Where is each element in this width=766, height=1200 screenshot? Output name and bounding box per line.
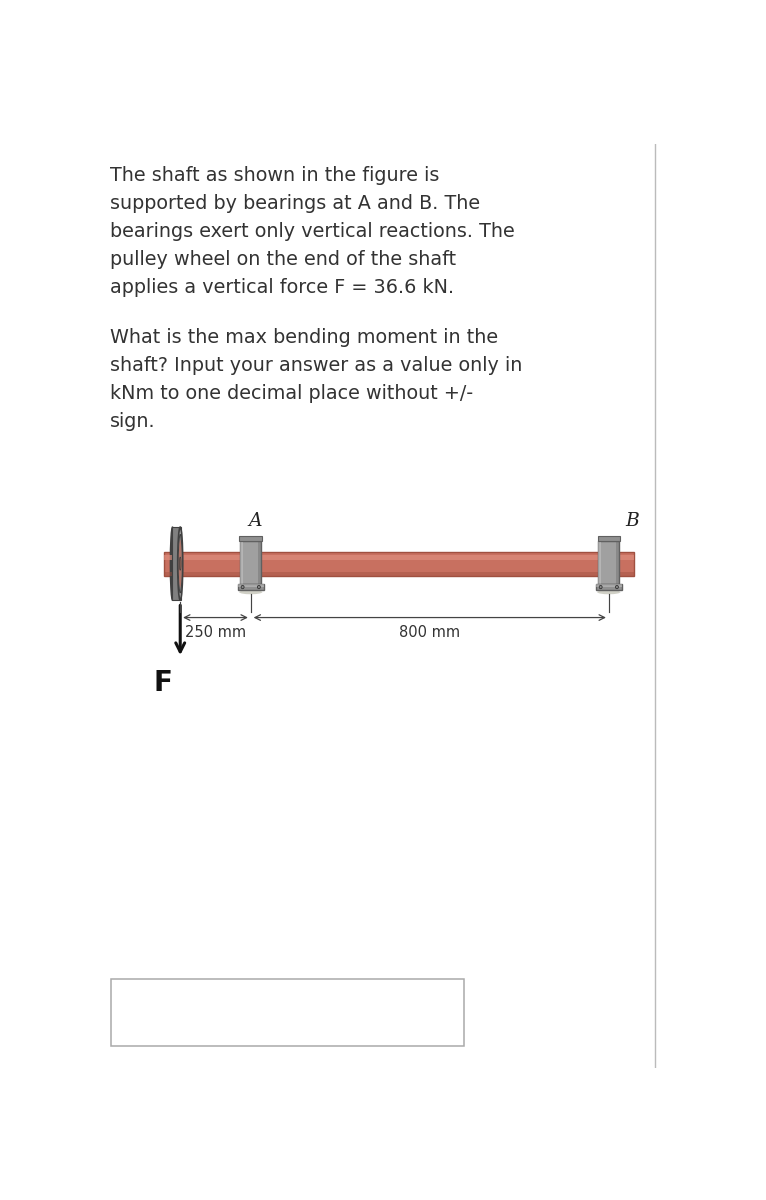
Text: The shaft as shown in the figure is: The shaft as shown in the figure is [110, 166, 439, 185]
Text: supported by bearings at A and B. The: supported by bearings at A and B. The [110, 193, 480, 212]
Bar [596, 583, 622, 590]
Ellipse shape [239, 590, 262, 594]
Ellipse shape [597, 590, 620, 594]
Bar [240, 535, 262, 540]
Ellipse shape [170, 527, 175, 600]
Text: A: A [249, 511, 262, 529]
Bar [258, 540, 261, 583]
Text: F: F [154, 668, 172, 697]
Ellipse shape [178, 527, 183, 600]
Text: 800 mm: 800 mm [399, 625, 460, 641]
Ellipse shape [241, 586, 244, 589]
Ellipse shape [599, 586, 602, 589]
Bar [111, 979, 464, 1046]
Bar [172, 527, 181, 600]
Bar [617, 540, 619, 583]
Ellipse shape [178, 534, 182, 593]
Ellipse shape [178, 540, 182, 588]
Bar [598, 540, 601, 583]
Bar [237, 583, 264, 590]
Text: pulley wheel on the end of the shaft: pulley wheel on the end of the shaft [110, 250, 456, 269]
Text: 250 mm: 250 mm [185, 625, 246, 641]
Bar [241, 540, 244, 583]
Text: shaft? Input your answer as a value only in: shaft? Input your answer as a value only… [110, 355, 522, 374]
Bar [237, 583, 264, 587]
Ellipse shape [257, 586, 260, 589]
Bar [164, 556, 634, 560]
Text: applies a vertical force F = 36.6 kN.: applies a vertical force F = 36.6 kN. [110, 278, 453, 296]
Bar [164, 552, 634, 576]
Text: sign.: sign. [110, 412, 155, 431]
Ellipse shape [615, 586, 618, 589]
Bar [241, 540, 261, 583]
Bar [596, 583, 622, 587]
Text: bearings exert only vertical reactions. The: bearings exert only vertical reactions. … [110, 222, 515, 241]
Bar [598, 540, 619, 583]
Bar [164, 571, 634, 576]
Text: What is the max bending moment in the: What is the max bending moment in the [110, 328, 498, 347]
Ellipse shape [179, 557, 181, 570]
Bar [597, 535, 620, 540]
Text: B: B [625, 511, 639, 529]
Text: kNm to one decimal place without +/-: kNm to one decimal place without +/- [110, 384, 473, 403]
